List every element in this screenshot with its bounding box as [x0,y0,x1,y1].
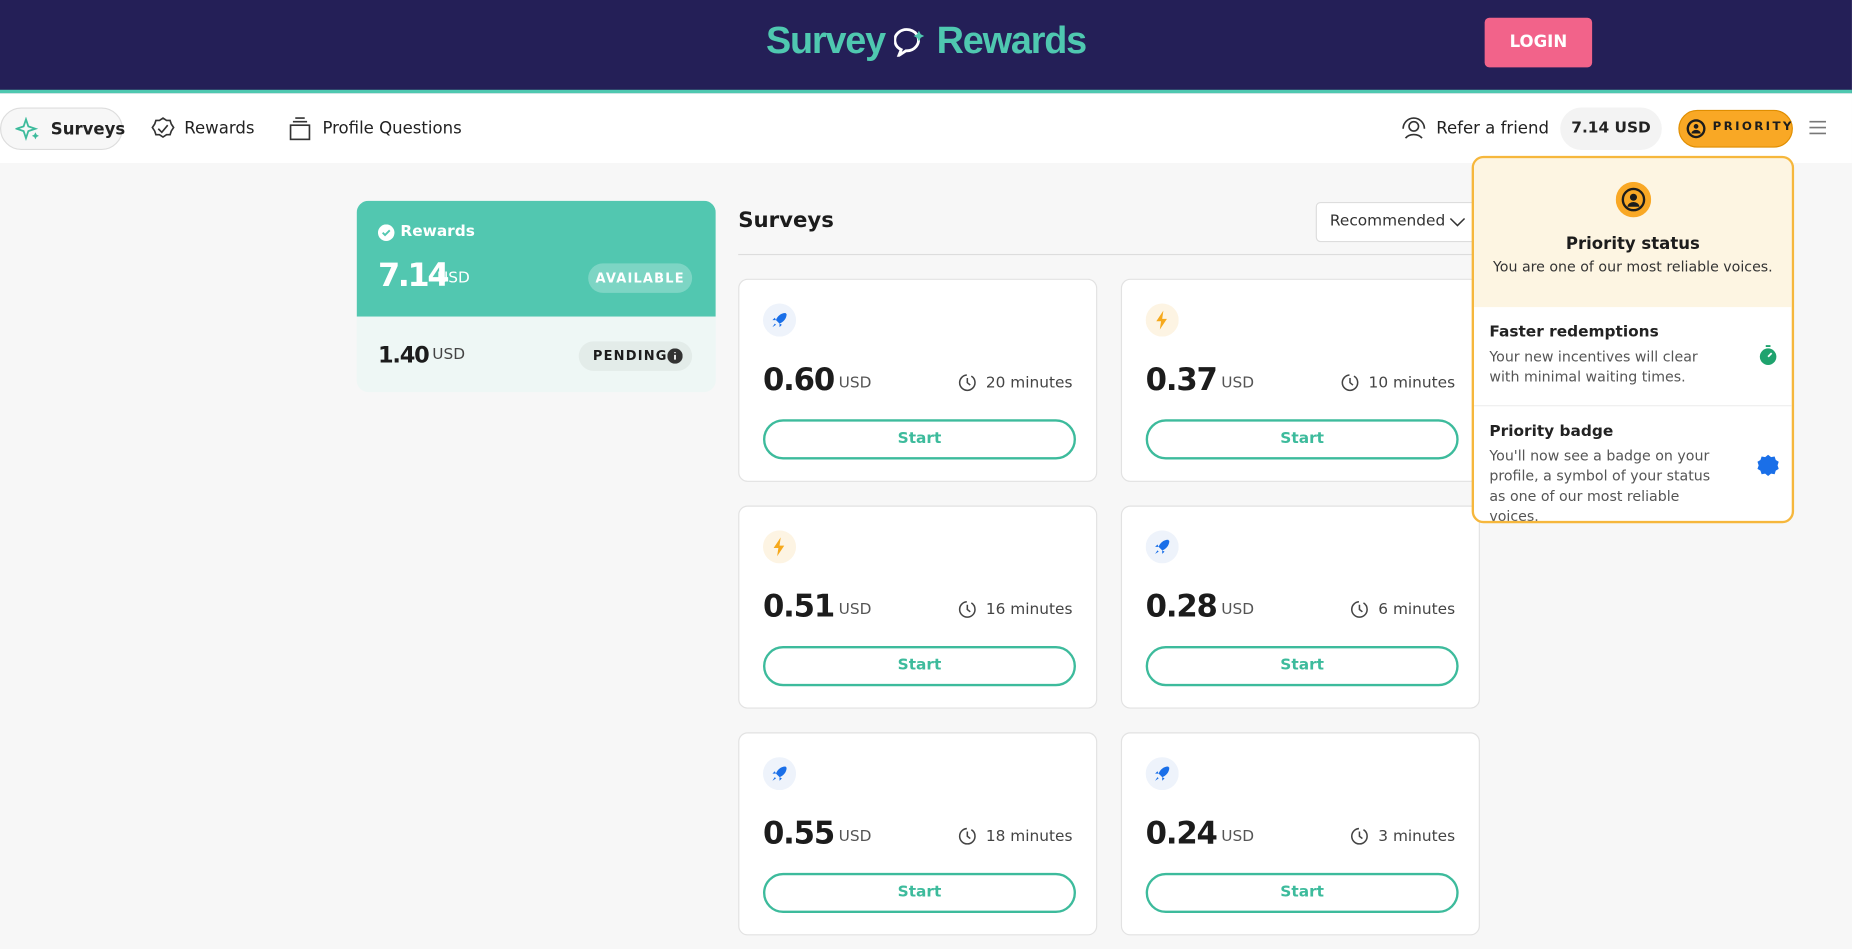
survey-card: 0.51 USD 16 minutes Start [738,505,1098,709]
survey-card: 0.60 USD 20 minutes Start [738,278,1098,482]
survey-amount: 0.60 [762,362,835,399]
survey-amount: 0.51 [762,589,835,625]
survey-currency: USD [1221,601,1255,619]
survey-amount: 0.28 [1145,589,1218,625]
survey-icon [1145,530,1179,564]
pending-badge[interactable]: PENDING [578,341,693,371]
info-icon [667,348,683,364]
survey-duration: 6 minutes [1350,601,1455,619]
survey-card: 0.24 USD 3 minutes Start [1120,732,1480,936]
start-button[interactable]: Start [762,646,1076,687]
start-button[interactable]: Start [762,872,1076,913]
survey-amount: 0.24 [1145,816,1218,852]
survey-icon [1145,303,1179,337]
survey-icon [762,303,797,337]
survey-icon [762,530,797,564]
survey-currency: USD [838,374,872,393]
survey-duration: 10 minutes [1340,374,1455,392]
chevron [1449,217,1466,227]
logo-icon [893,28,925,60]
balance-pill[interactable]: 7.14 USD [1560,107,1662,150]
survey-card: 0.28 USD 6 minutes Start [1120,505,1480,709]
survey-amount: 0.37 [1145,362,1218,399]
nav-label: Rewards [184,119,255,139]
popup-icon [1615,181,1652,218]
wallet-title: Rewards [400,223,475,241]
refer-icon [1402,117,1426,139]
benefit-text: Your new incentives will clear with mini… [1489,348,1698,386]
survey-currency: USD [1221,374,1255,393]
survey-icon [762,757,797,791]
popup-title: Priority status [1565,235,1700,254]
survey-currency: USD [838,601,872,619]
clock-icon [958,374,976,392]
start-button[interactable]: Start [1145,419,1459,460]
priority-label: PRIORITY [1712,120,1794,134]
survey-card: 0.55 USD 18 minutes Start [738,732,1098,936]
surveys-title: Surveys [738,207,834,233]
nav-icon [15,116,39,141]
available-badge: AVAILABLE [588,263,693,293]
benefit-icon [1759,345,1777,365]
divider [1474,405,1792,407]
survey-currency: USD [838,827,872,846]
clock-icon [958,827,976,845]
clock-icon [1350,827,1368,845]
available-currency: USD [437,269,470,288]
start-button[interactable]: Start [1145,646,1459,687]
survey-duration: 16 minutes [958,601,1072,619]
priority-icon [1686,119,1706,139]
survey-amount: 0.55 [762,816,835,852]
nav-label: Surveys [50,120,126,140]
pending-currency: USD [432,346,466,364]
clock-icon [1350,601,1368,618]
nav-icon [289,117,311,141]
logo-text: Rewards [936,18,1087,62]
nav-icon [151,117,175,139]
nav-label: Profile Questions [322,119,462,139]
survey-icon [1145,757,1179,791]
clock-icon [958,601,976,618]
login-button[interactable]: LOGIN [1484,17,1593,68]
benefit-text: You'll now see a badge on your profile, … [1489,447,1711,524]
start-button[interactable]: Start [762,419,1076,460]
start-button[interactable]: Start [1145,872,1459,913]
priority-popup: Priority status You are one of our most … [1471,155,1795,524]
divider [738,253,1482,256]
logo[interactable]: Survey Rewards [0,19,1852,63]
pending-label: PENDING [592,348,668,364]
popup-head: Priority status You are one of our most … [1474,158,1792,308]
refer-label: Refer a friend [1436,119,1549,139]
wallet-panel: Rewards 7.14 USD AVAILABLE 1.40 USD PEND… [356,200,716,393]
sort-label: Recommended [1329,212,1446,231]
check-icon [377,224,395,241]
survey-card: 0.37 USD 10 minutes Start [1120,278,1480,482]
nav-bar: Surveys Rewards Profile Questions Refer … [0,93,1852,163]
priority-pill[interactable]: PRIORITY [1678,109,1794,148]
pending-amount: 1.40 [377,342,430,369]
sort-dropdown[interactable]: Recommended [1315,201,1482,243]
survey-currency: USD [1221,827,1255,846]
nav-surveys[interactable]: Surveys [0,107,126,150]
wallet-available: Rewards 7.14 USD AVAILABLE [356,200,716,317]
menu-icon[interactable] [1808,119,1827,136]
logo-text: Survey [765,18,886,62]
benefit-icon [1757,454,1779,476]
header: Survey Rewards LOGIN [0,0,1852,94]
survey-duration: 20 minutes [958,374,1072,392]
survey-duration: 18 minutes [958,827,1072,846]
available-amount: 7.14 [377,257,450,295]
popup-subtitle: You are one of our most reliable voices. [1493,258,1773,276]
survey-duration: 3 minutes [1350,827,1455,846]
benefit-title: Priority badge [1489,422,1614,441]
benefit-title: Faster redemptions [1489,323,1659,342]
clock-icon [1341,374,1359,392]
